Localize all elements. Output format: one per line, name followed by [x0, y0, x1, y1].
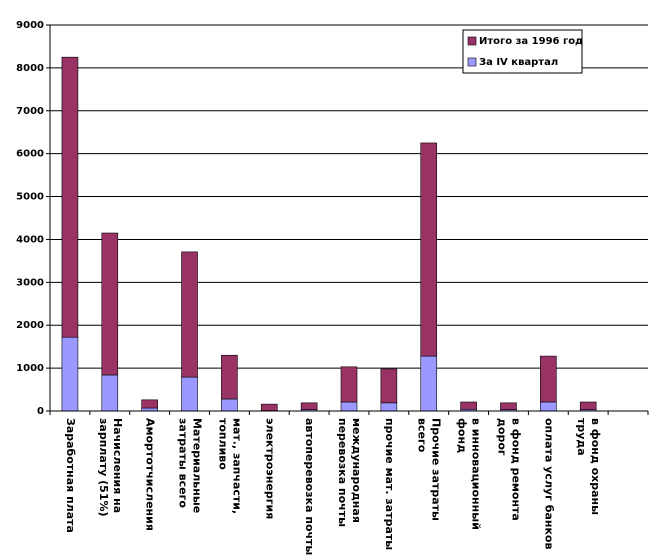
x-tick-label: в фонд ремонта дорог	[495, 418, 523, 521]
bar-segment	[579, 401, 597, 411]
y-tick-label: 5000	[16, 192, 44, 203]
y-tick-label: 3000	[16, 277, 44, 288]
bar-segment	[300, 402, 318, 411]
y-tick-label: 2000	[16, 320, 44, 331]
bar-segment	[101, 232, 119, 376]
x-tick-label: Прочие затраты всего	[415, 418, 443, 521]
legend-box	[462, 29, 583, 74]
x-tick-label: Заработная плата	[63, 418, 77, 533]
x-tick-label: международная перевозка почты	[336, 418, 363, 528]
y-tick-label: 1000	[16, 363, 44, 374]
bar-segment	[221, 354, 238, 400]
bar-segment	[500, 402, 517, 411]
x-tick-label: прочие мат. затраты	[382, 418, 396, 551]
bar-segment	[61, 56, 79, 338]
x-tick-label: Амортотчисления	[143, 418, 157, 531]
x-tick-label: электроэнергия	[263, 418, 277, 520]
bar-segment	[221, 398, 238, 412]
y-tick-label: 9000	[16, 20, 44, 31]
bar-segment	[181, 376, 198, 412]
bar-segment	[420, 355, 438, 412]
legend-swatch	[467, 36, 477, 46]
x-tick-label: в фонд охраны труда	[575, 418, 603, 516]
bar-segment	[181, 251, 198, 378]
y-tick-label: 6000	[16, 149, 44, 160]
bar-segment	[380, 402, 398, 412]
legend-label: За IV квартал	[479, 57, 558, 68]
x-tick-label: Начисления на зарплату (51%)	[96, 418, 124, 517]
bar-segment	[540, 355, 557, 403]
x-tick-label: мат., запчасти, топливо	[216, 418, 244, 515]
x-tick-label: в инновационный фонд	[455, 418, 483, 530]
bar-segment	[260, 403, 278, 411]
x-tick-label: оплата услуг банков	[542, 418, 556, 550]
bar-segment	[420, 142, 438, 357]
bar-segment	[340, 401, 358, 412]
y-tick-label: 8000	[16, 63, 44, 74]
bar-segment	[340, 366, 358, 403]
bar-segment	[540, 401, 557, 412]
bar-segment	[101, 374, 119, 412]
y-tick-label: 7000	[16, 106, 44, 117]
bar-segment	[61, 336, 79, 412]
bar-segment	[141, 399, 158, 409]
legend-label: Итого за 1996 год	[479, 36, 583, 47]
y-tick-label: 4000	[16, 234, 44, 245]
legend-swatch	[467, 57, 477, 67]
bar-segment	[460, 401, 477, 410]
x-tick-label: автоперевозка почты	[303, 418, 317, 556]
x-tick-label: Материальные затраты всего	[176, 418, 204, 514]
bar-segment	[380, 368, 398, 404]
y-tick-label: 0	[37, 406, 44, 417]
